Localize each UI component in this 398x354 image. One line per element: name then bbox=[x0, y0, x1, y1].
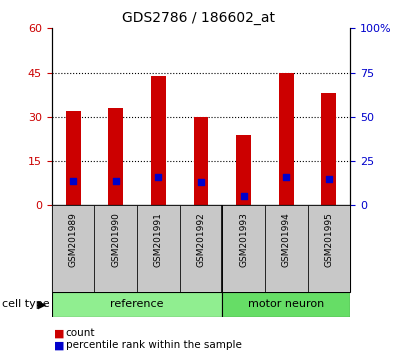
Text: percentile rank within the sample: percentile rank within the sample bbox=[66, 340, 242, 350]
Point bbox=[70, 178, 76, 183]
Text: cell type: cell type bbox=[2, 299, 50, 309]
Text: GSM201994: GSM201994 bbox=[282, 212, 291, 267]
Text: GDS2786 / 186602_at: GDS2786 / 186602_at bbox=[123, 11, 275, 25]
Bar bbox=[66, 111, 80, 205]
Text: ▶: ▶ bbox=[38, 299, 47, 309]
Point bbox=[326, 176, 332, 182]
Bar bbox=[137, 205, 179, 292]
Text: GSM201995: GSM201995 bbox=[324, 212, 334, 267]
Text: motor neuron: motor neuron bbox=[248, 299, 324, 309]
Bar bbox=[108, 108, 123, 205]
Bar bbox=[279, 73, 294, 205]
Bar bbox=[193, 117, 209, 205]
Bar bbox=[308, 205, 350, 292]
Text: GSM201990: GSM201990 bbox=[111, 212, 120, 267]
Text: count: count bbox=[66, 329, 95, 338]
Text: GSM201991: GSM201991 bbox=[154, 212, 163, 267]
Bar bbox=[222, 292, 350, 317]
Text: GSM201989: GSM201989 bbox=[68, 212, 78, 267]
Bar bbox=[236, 135, 251, 205]
Text: GSM201992: GSM201992 bbox=[197, 212, 205, 267]
Bar bbox=[179, 205, 222, 292]
Text: GSM201993: GSM201993 bbox=[239, 212, 248, 267]
Point bbox=[240, 194, 247, 199]
Text: reference: reference bbox=[110, 299, 164, 309]
Text: ■: ■ bbox=[54, 340, 64, 350]
Point bbox=[283, 174, 289, 180]
Bar bbox=[151, 75, 166, 205]
Bar bbox=[222, 205, 265, 292]
Bar bbox=[94, 205, 137, 292]
Text: ■: ■ bbox=[54, 329, 64, 338]
Point bbox=[155, 174, 162, 180]
Bar bbox=[52, 205, 94, 292]
Point bbox=[198, 179, 204, 185]
Point bbox=[113, 178, 119, 183]
Bar bbox=[52, 292, 222, 317]
Bar bbox=[322, 93, 336, 205]
Bar bbox=[265, 205, 308, 292]
